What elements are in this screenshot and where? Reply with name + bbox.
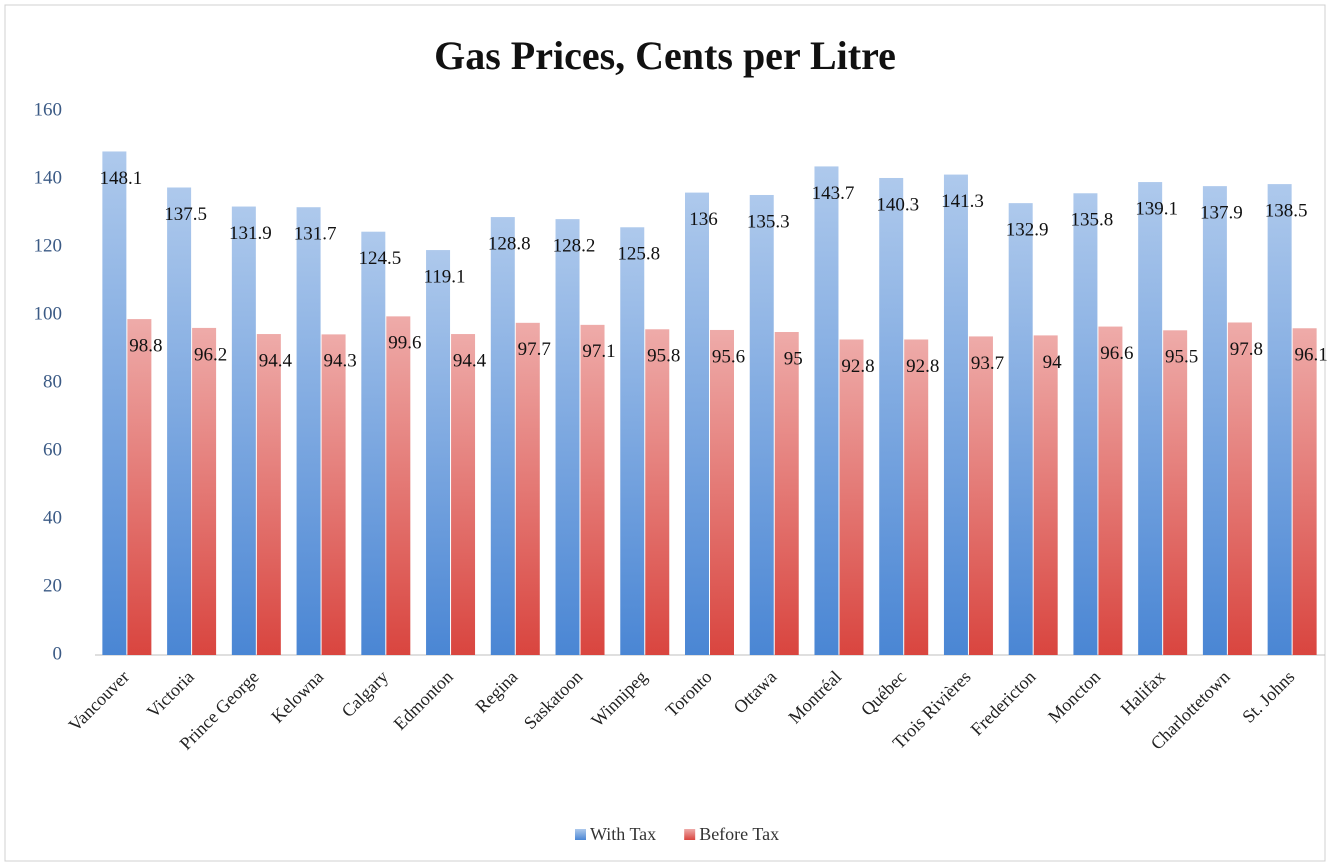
data-label: 94 [1043, 352, 1063, 373]
legend-label: With Tax [590, 824, 656, 844]
bar [1008, 203, 1033, 655]
data-label: 132.9 [1006, 219, 1049, 240]
data-label: 99.6 [388, 333, 421, 354]
bar [231, 206, 256, 656]
bar [749, 194, 774, 656]
data-label: 148.1 [99, 168, 142, 189]
bar [515, 322, 540, 655]
bar [1033, 335, 1058, 655]
bar [1098, 326, 1123, 655]
chart-title: Gas Prices, Cents per Litre [434, 33, 896, 78]
bar [943, 174, 968, 655]
data-label: 124.5 [358, 248, 401, 269]
data-label: 135.3 [747, 211, 790, 232]
data-label: 94.4 [453, 350, 487, 371]
bar [386, 316, 411, 655]
data-label: 94.3 [323, 351, 356, 372]
y-tick-label: 80 [43, 371, 62, 392]
legend-label: Before Tax [699, 824, 779, 844]
bar [774, 332, 799, 655]
bar [555, 219, 580, 655]
data-label: 139.1 [1135, 198, 1178, 219]
bar [1202, 186, 1227, 655]
legend-swatch [684, 829, 696, 840]
data-label: 137.5 [164, 204, 207, 225]
bar [451, 334, 476, 655]
y-tick-label: 40 [43, 507, 62, 528]
data-label: 94.4 [259, 350, 293, 371]
data-label: 135.8 [1071, 210, 1114, 231]
data-label: 98.8 [129, 335, 162, 356]
bar [1073, 193, 1098, 655]
bar [102, 151, 127, 655]
bar [645, 329, 670, 655]
bar [1163, 330, 1188, 655]
bar [580, 324, 605, 655]
bar [361, 231, 386, 655]
data-label: 95.5 [1165, 347, 1198, 368]
data-label: 96.1 [1295, 345, 1328, 366]
bar [1267, 184, 1292, 655]
data-label: 128.8 [488, 233, 531, 254]
data-label: 143.7 [812, 183, 855, 204]
bar [256, 334, 281, 655]
legend-swatch [575, 829, 586, 840]
y-tick-label: 20 [43, 575, 62, 596]
data-label: 128.2 [553, 235, 596, 256]
bar [839, 339, 864, 655]
data-label: 140.3 [876, 194, 919, 215]
data-label: 97.1 [582, 341, 615, 362]
data-label: 93.7 [971, 353, 1004, 374]
data-label: 95 [784, 348, 803, 369]
data-label: 96.6 [1100, 343, 1133, 364]
data-label: 92.8 [906, 356, 939, 377]
data-label: 96.2 [194, 344, 227, 365]
y-tick-label: 100 [34, 303, 63, 324]
y-tick-label: 140 [34, 167, 63, 188]
bar [1227, 322, 1252, 655]
bar [192, 327, 217, 655]
bar [968, 336, 993, 655]
data-label: 136 [689, 209, 718, 230]
bar [814, 166, 839, 656]
y-tick-label: 160 [34, 99, 63, 120]
y-tick-label: 60 [43, 439, 62, 460]
bar [710, 329, 734, 655]
bar [321, 334, 346, 655]
bar [167, 187, 192, 655]
bar [1138, 182, 1163, 655]
bar [426, 250, 451, 655]
bar [127, 319, 152, 655]
bar [490, 217, 515, 655]
data-label: 131.7 [294, 224, 337, 245]
data-label: 95.6 [712, 346, 745, 367]
data-label: 97.7 [518, 339, 551, 360]
bar [904, 339, 929, 655]
bar [296, 207, 321, 655]
data-label: 141.3 [941, 191, 984, 212]
bar [879, 177, 904, 656]
y-tick-label: 120 [34, 235, 63, 256]
bar [685, 192, 709, 655]
bar [620, 227, 645, 655]
bar [1292, 328, 1317, 655]
data-label: 138.5 [1265, 200, 1308, 221]
data-label: 97.8 [1230, 339, 1263, 360]
data-label: 137.9 [1200, 202, 1243, 223]
data-label: 119.1 [424, 266, 466, 287]
data-label: 92.8 [841, 356, 874, 377]
data-label: 95.8 [647, 346, 680, 367]
y-tick-label: 0 [53, 643, 63, 664]
data-label: 131.9 [229, 223, 272, 244]
data-label: 125.8 [617, 244, 660, 265]
